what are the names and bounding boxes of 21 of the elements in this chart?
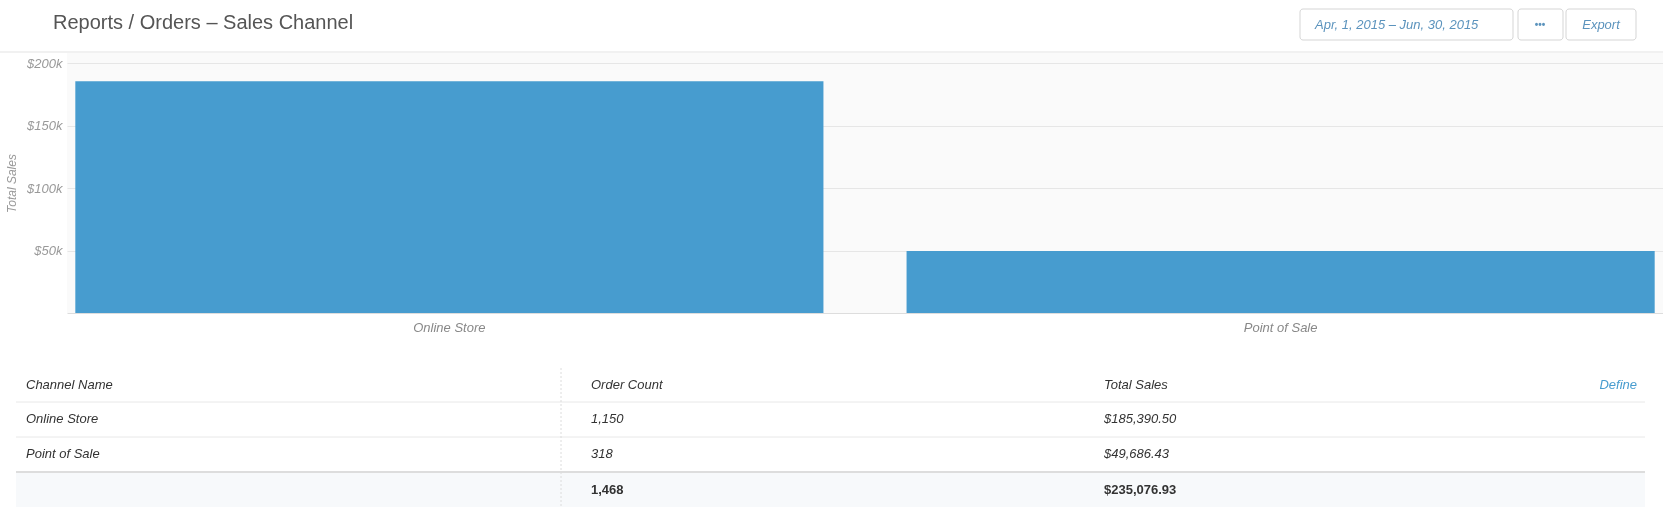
y-axis-title: Total Sales (5, 154, 20, 213)
text: ••• (1534, 19, 1546, 30)
y-tick-label: $150k (26, 118, 64, 133)
y-tick-label: $200k (26, 55, 64, 71)
text: Export (1582, 17, 1622, 32)
category-label: Point of Sale (26, 446, 100, 461)
text: Channel Name (26, 377, 113, 392)
text: Order Count (591, 377, 664, 392)
text: Total Sales (1104, 377, 1169, 392)
text: Define (1599, 377, 1637, 392)
text: 318 (591, 446, 614, 461)
category-label: Online Store (26, 411, 99, 426)
text: $235,076.93 (1104, 482, 1177, 497)
chart-title: Reports / Orders – Sales Channel (53, 11, 354, 33)
text: $49,686.43 (1103, 446, 1170, 461)
text: 1,150 (591, 411, 625, 426)
text: Apr, 1, 2015 – Jun, 30, 2015 (1314, 17, 1480, 32)
y-tick-label: $100k (26, 180, 64, 196)
text: 1,468 (591, 482, 624, 497)
y-tick-label: $50k (33, 243, 64, 258)
text: $185,390.50 (1103, 411, 1178, 426)
